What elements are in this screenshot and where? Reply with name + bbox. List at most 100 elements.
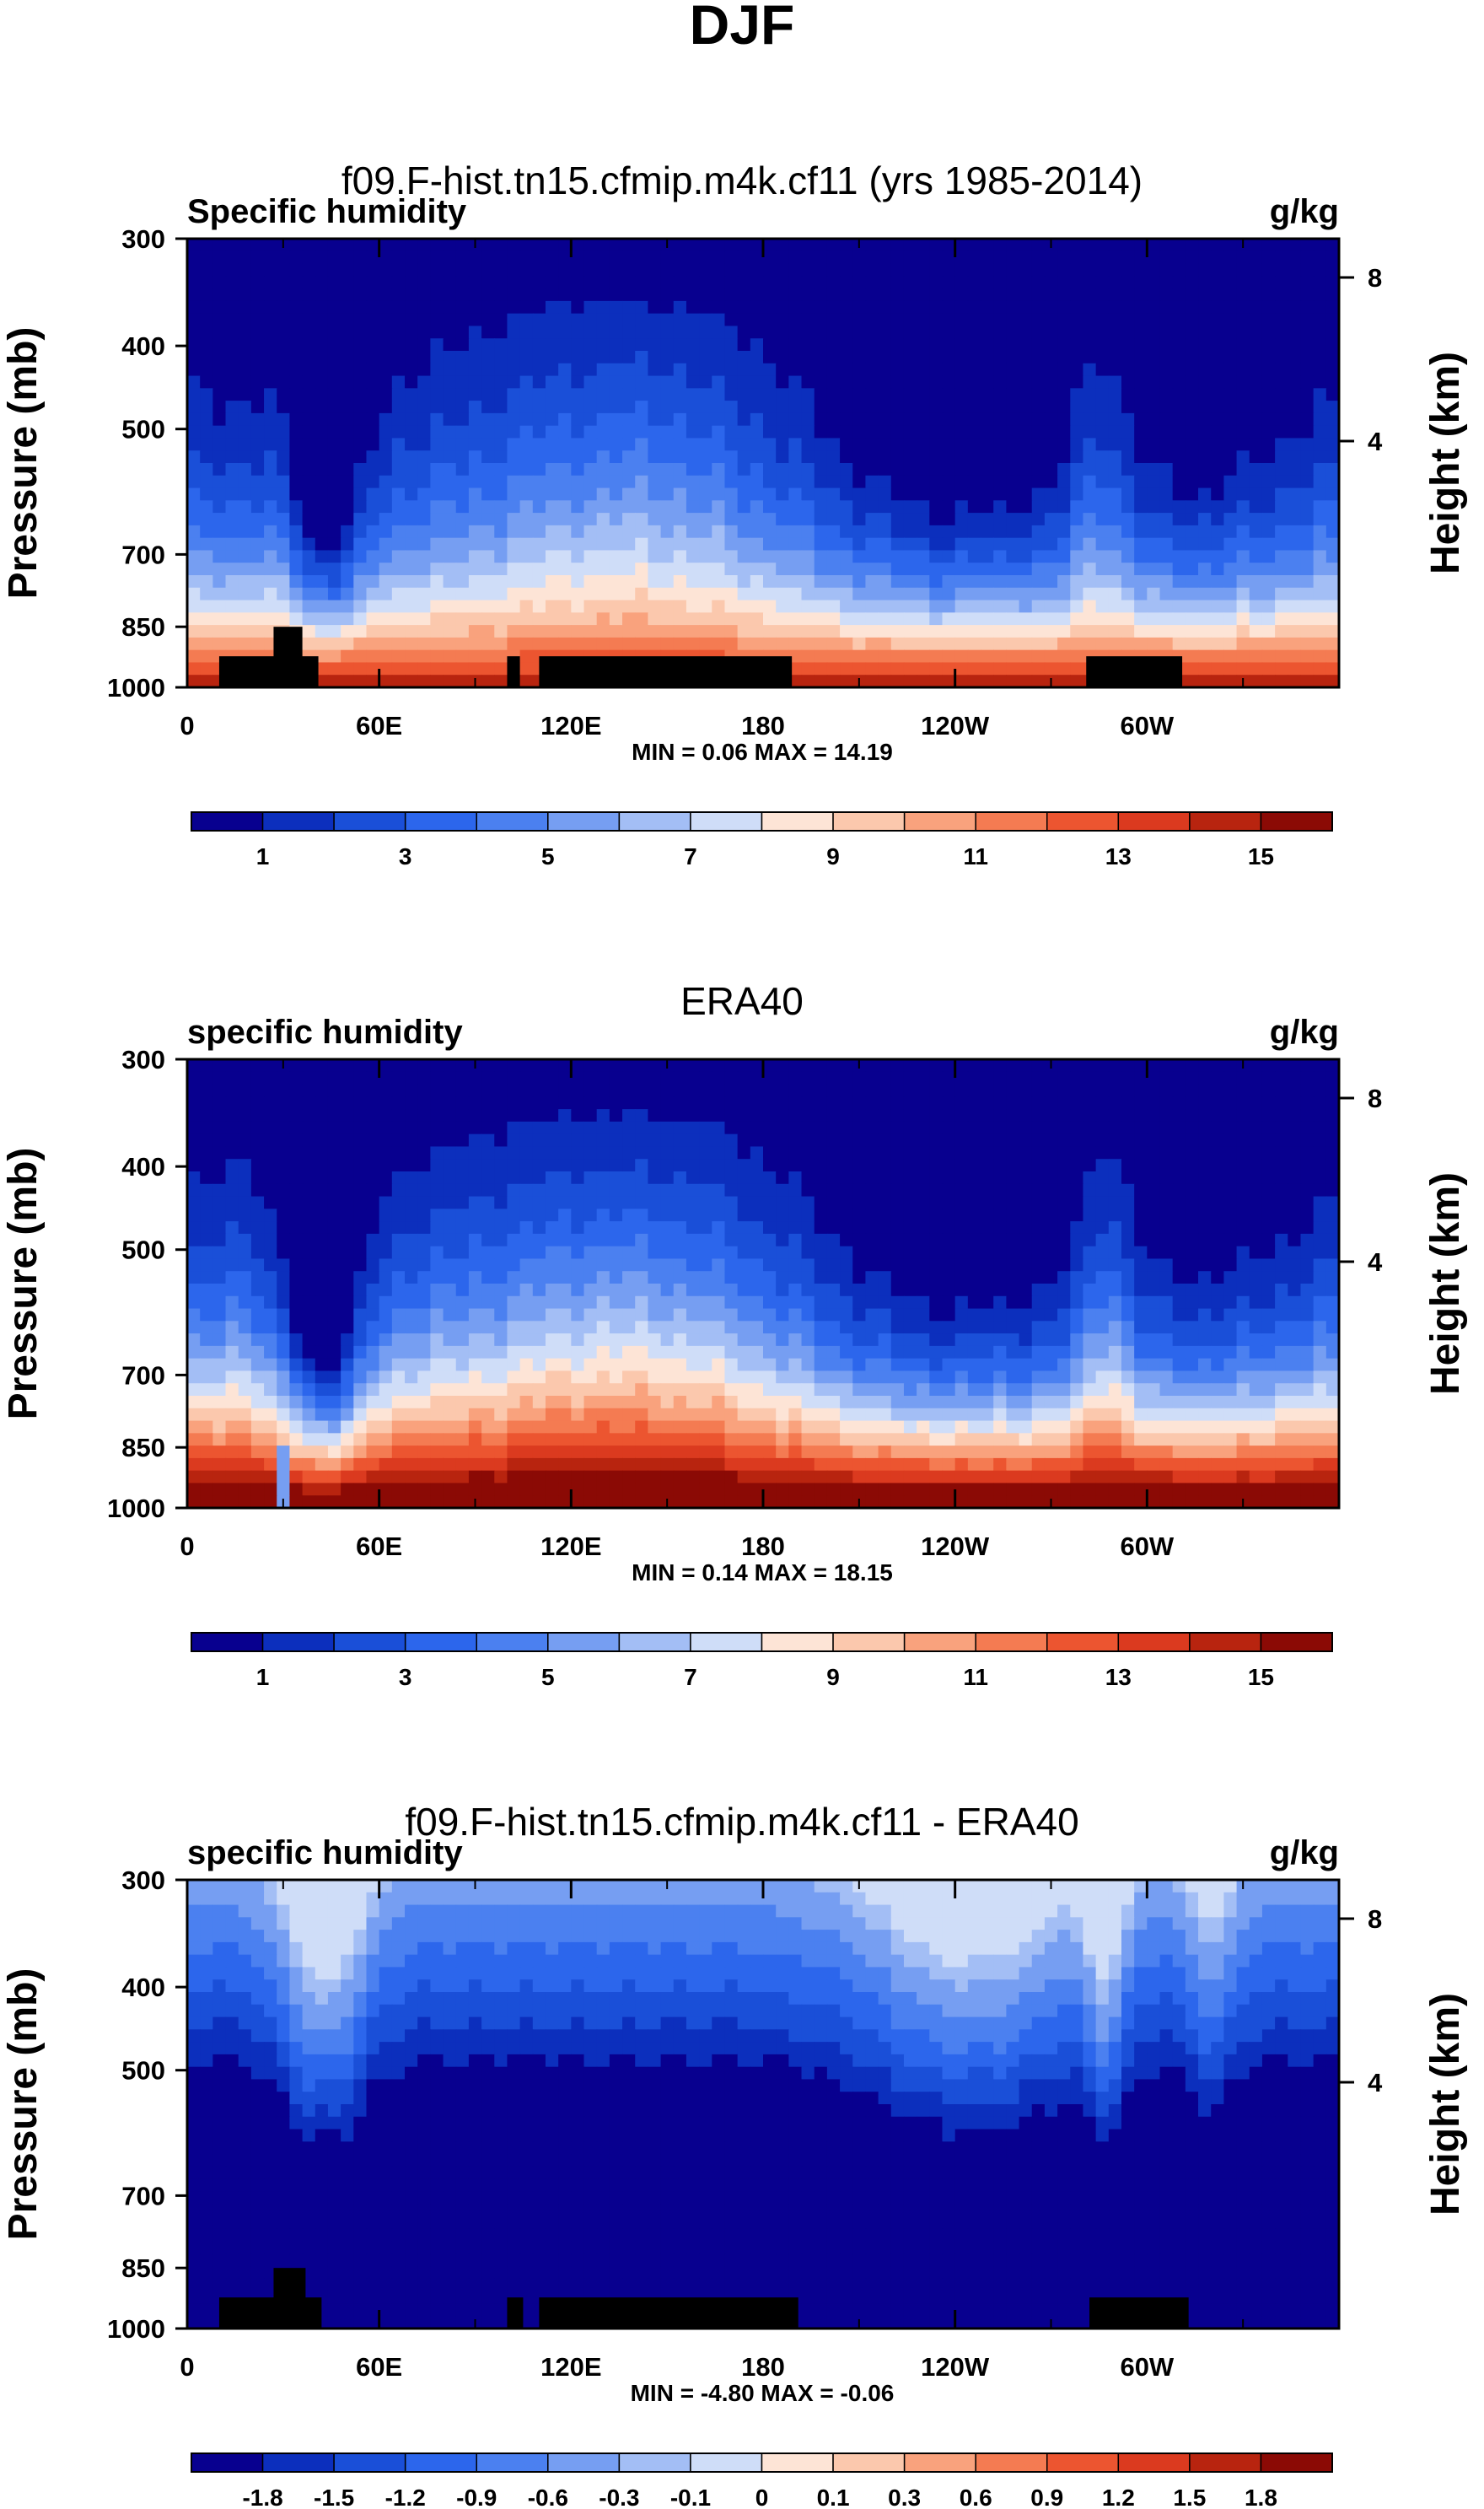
heat-cell [596, 239, 610, 252]
heat-cell [1223, 313, 1238, 327]
heat-cell [840, 1183, 853, 1198]
heat-cell [788, 338, 803, 352]
heat-cell [1044, 1221, 1058, 1235]
heat-cell [596, 550, 610, 563]
colorbar-swatch [404, 811, 477, 832]
heat-cell [1261, 1121, 1276, 1135]
heat-cell [558, 1209, 572, 1222]
heat-cell [468, 1271, 482, 1284]
heat-cell [250, 363, 265, 377]
heat-cell [443, 1258, 457, 1272]
heat-cell [1325, 550, 1340, 563]
heat-cell [315, 412, 329, 427]
heat-cell [1185, 1183, 1199, 1198]
heat-cell [917, 1183, 930, 1198]
heat-cell [1057, 412, 1071, 427]
heat-cell [212, 475, 227, 489]
heat-cell [583, 600, 598, 613]
heat-cell [1261, 662, 1276, 676]
heat-cell [1325, 338, 1340, 352]
heat-cell [1275, 563, 1288, 576]
heat-cell [1019, 487, 1033, 501]
heat-cell [379, 1159, 393, 1172]
heat-cell [635, 513, 648, 526]
heat-cell [596, 1221, 610, 1235]
heat-cell [712, 300, 726, 315]
heat-cell [545, 513, 559, 526]
heat-cell [788, 1233, 803, 1247]
heat-cell [788, 575, 803, 589]
heat-cell [1185, 450, 1199, 464]
heat-cell [187, 1233, 201, 1247]
heat-cell [673, 388, 687, 401]
heat-cell [660, 1271, 675, 1284]
heat-cell [315, 1146, 329, 1160]
heat-cell [250, 351, 265, 364]
heat-cell [519, 1271, 534, 1284]
heat-cell [981, 425, 994, 439]
heat-cell [890, 1059, 905, 1073]
heat-cell [250, 587, 265, 601]
heat-cell [890, 1183, 905, 1198]
heat-cell [417, 1059, 431, 1073]
heat-cell [417, 612, 431, 626]
heat-cell [417, 563, 431, 576]
heat-cell [942, 500, 956, 514]
heat-cell [1261, 487, 1276, 501]
heat-cell [1236, 1159, 1250, 1172]
heat-cell [1172, 1071, 1186, 1085]
heat-cell [776, 1121, 789, 1135]
heat-cell [315, 363, 329, 377]
heat-cell [583, 487, 598, 501]
heat-cell [1134, 351, 1148, 364]
heat-cell [596, 276, 610, 289]
heat-cell [238, 1246, 252, 1260]
heat-cell [1159, 351, 1174, 364]
heat-cell [942, 1059, 956, 1073]
heat-cell [840, 1233, 853, 1247]
heat-cell [878, 250, 892, 265]
heat-cell [1288, 263, 1302, 277]
heat-cell [712, 1221, 726, 1235]
heat-cell [225, 363, 239, 377]
heat-cell [238, 250, 252, 265]
heat-cell [379, 563, 393, 576]
heat-cell [1095, 326, 1110, 339]
heat-cell [289, 313, 304, 327]
heat-cell [1261, 1084, 1276, 1097]
heat-cell [1198, 313, 1212, 327]
heat-cell [1134, 1183, 1148, 1198]
heat-cell [1070, 276, 1084, 289]
heat-cell [1147, 1196, 1161, 1209]
heat-cell [1172, 1109, 1186, 1123]
heat-cell [277, 1258, 291, 1272]
heat-cell [583, 412, 598, 427]
heat-cell [981, 276, 994, 289]
heat-cell [1147, 475, 1161, 489]
heat-cell [277, 1284, 291, 1297]
heat-cell [1031, 438, 1046, 451]
heat-cell [379, 450, 393, 464]
heat-cell [763, 612, 777, 626]
heat-cell [571, 1084, 585, 1097]
heat-cell [532, 1221, 546, 1235]
heat-cell [1095, 1171, 1110, 1185]
heat-cell [1006, 1183, 1020, 1198]
heat-cell [302, 401, 316, 414]
heat-cell [942, 550, 956, 563]
heat-cell [1095, 612, 1110, 626]
heat-cell [327, 587, 341, 601]
heat-cell [712, 425, 726, 439]
heat-cell [673, 288, 687, 302]
heat-cell [430, 326, 444, 339]
heat-cell [264, 563, 277, 576]
heat-cell [1211, 575, 1224, 589]
heat-cell [1006, 513, 1020, 526]
heat-cell [840, 412, 853, 427]
heat-cell [532, 612, 546, 626]
heat-cell [1198, 1133, 1212, 1148]
heat-cell [1198, 550, 1212, 563]
heat-cell [801, 675, 815, 688]
heat-cell [1172, 1096, 1186, 1110]
heat-cell [417, 1171, 431, 1185]
